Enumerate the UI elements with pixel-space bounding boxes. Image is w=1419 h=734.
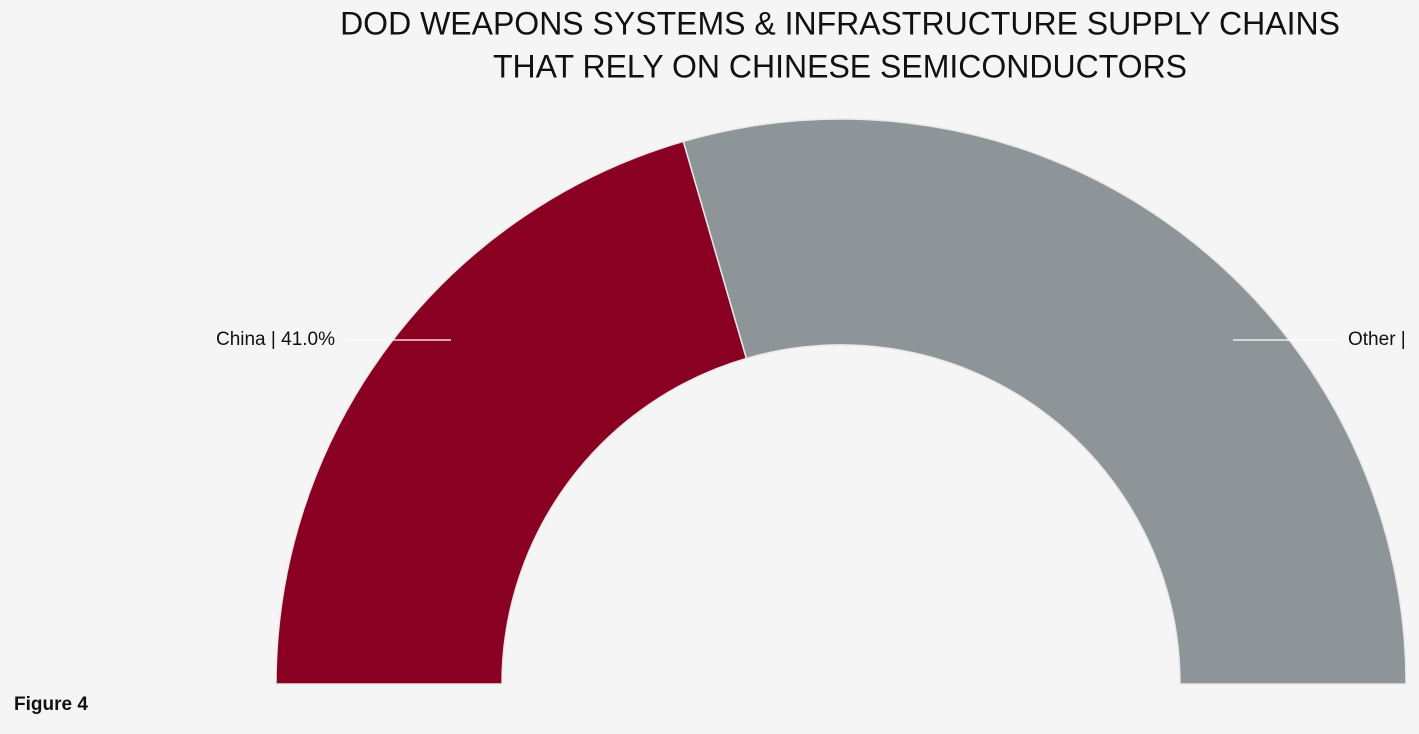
data-label: Other | bbox=[1348, 329, 1406, 350]
chart-title-line: DOD WEAPONS SYSTEMS & INFRASTRUCTURE SUP… bbox=[340, 5, 1340, 41]
donut-segment bbox=[682, 118, 1407, 685]
donut-segment bbox=[275, 140, 748, 685]
chart-title-line: THAT RELY ON CHINESE SEMICONDUCTORS bbox=[493, 48, 1187, 84]
data-label: China | 41.0% bbox=[216, 329, 335, 350]
figure-caption: Figure 4 bbox=[14, 694, 88, 715]
